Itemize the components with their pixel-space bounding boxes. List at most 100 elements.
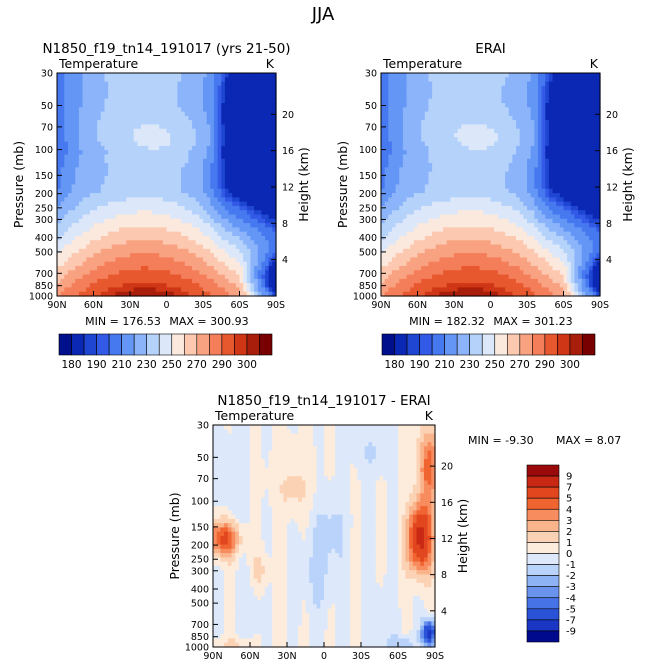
heatmap-cell: [461, 145, 466, 151]
heatmap-cell: [545, 141, 550, 147]
heatmap-cell: [126, 158, 131, 164]
heatmap-cell: [589, 115, 594, 121]
heatmap-cell: [559, 98, 565, 104]
heatmap-cell: [243, 253, 248, 259]
heatmap-cell: [552, 171, 557, 177]
heatmap-cell: [166, 98, 171, 104]
colorbar-label: 180: [62, 359, 82, 371]
heatmap-cell: [432, 98, 437, 104]
heatmap-cell: [563, 133, 568, 138]
heatmap-cell: [578, 180, 583, 186]
heatmap-cell: [232, 244, 237, 250]
heatmap-cell: [166, 107, 171, 113]
heatmap-cell: [115, 261, 120, 267]
heatmap-cell: [111, 218, 116, 224]
heatmap-cell: [246, 197, 252, 203]
heatmap-cell: [596, 103, 601, 108]
heatmap-cell: [104, 205, 109, 211]
heatmap-cell: [486, 141, 492, 147]
heatmap-cell: [435, 90, 440, 96]
heatmap-cell: [450, 137, 455, 143]
heatmap-cell: [391, 158, 397, 164]
heatmap-cell: [464, 145, 470, 151]
heatmap-cell: [402, 145, 408, 151]
heatmap-cell: [181, 150, 186, 156]
heatmap-cell: [406, 167, 411, 173]
heatmap-cell: [432, 141, 437, 147]
heatmap-cell: [508, 158, 513, 164]
heatmap-cell: [388, 163, 393, 168]
heatmap-cell: [548, 188, 554, 194]
heatmap-cell: [384, 120, 389, 126]
heatmap-cell: [246, 133, 252, 138]
heatmap-cell: [140, 133, 146, 138]
heatmap-cell: [585, 115, 590, 121]
heatmap-cell: [100, 167, 106, 173]
heatmap-cell: [567, 111, 572, 117]
heatmap-cell: [108, 107, 113, 113]
heatmap-cell: [461, 180, 466, 186]
heatmap-cell: [210, 94, 215, 100]
heatmap-cell: [184, 235, 189, 241]
heatmap-cell: [461, 73, 466, 78]
heatmap-cell: [173, 137, 179, 143]
heatmap-cell: [239, 171, 244, 177]
heatmap-cell: [464, 90, 470, 96]
heatmap-cell: [243, 81, 248, 87]
heatmap-cell: [199, 137, 204, 143]
heatmap-cell: [126, 257, 131, 263]
heatmap-cell: [210, 244, 215, 250]
heatmap-cell: [239, 223, 244, 228]
heatmap-cell: [505, 145, 510, 151]
heatmap-cell: [173, 188, 179, 194]
heatmap-cell: [246, 287, 252, 293]
heatmap-cell: [115, 171, 120, 177]
heatmap-cell: [530, 90, 535, 96]
heatmap-cell: [261, 240, 266, 246]
heatmap-cell: [57, 265, 62, 271]
heatmap-cell: [206, 163, 211, 168]
heatmap-cell: [140, 214, 146, 220]
heatmap-cell: [89, 278, 95, 284]
heatmap-cell: [483, 73, 488, 78]
heatmap-cell: [257, 120, 262, 126]
heatmap-cell: [261, 150, 266, 156]
heatmap-cell: [140, 150, 146, 156]
heatmap-cell: [162, 244, 168, 250]
heatmap-cell: [250, 124, 255, 130]
heatmap-cell: [108, 77, 113, 83]
heatmap-cell: [232, 141, 237, 147]
heatmap-cell: [391, 111, 397, 117]
heatmap-cell: [464, 124, 470, 130]
heatmap-cell: [108, 253, 113, 259]
heatmap-cell: [82, 278, 87, 284]
heatmap-cell: [530, 120, 535, 126]
heatmap-cell: [144, 261, 149, 267]
heatmap-cell: [203, 158, 208, 164]
heatmap-cell: [381, 128, 386, 134]
heatmap-cell: [443, 98, 448, 104]
heatmap-cell: [232, 248, 237, 254]
heatmap-cell: [468, 193, 473, 198]
heatmap-cell: [137, 223, 142, 228]
heatmap-cell: [432, 171, 437, 177]
heatmap-cell: [519, 175, 524, 181]
heatmap-cell: [497, 137, 503, 143]
heatmap-cell: [435, 163, 440, 168]
heatmap-cell: [184, 283, 189, 289]
heatmap-cell: [446, 133, 451, 138]
heatmap-cell: [64, 115, 69, 121]
heatmap-cell: [67, 193, 73, 198]
heatmap-cell: [122, 90, 127, 96]
heatmap-cell: [140, 265, 146, 271]
heatmap-cell: [581, 107, 586, 113]
heatmap-cell: [140, 141, 146, 147]
heatmap-cell: [395, 77, 400, 83]
heatmap-cell: [108, 287, 113, 293]
heatmap-cell: [78, 163, 84, 168]
heatmap-cell: [203, 120, 208, 126]
heatmap-cell: [126, 274, 131, 280]
heatmap-cell: [75, 133, 80, 138]
heatmap-cell: [388, 81, 393, 87]
heatmap-cell: [537, 98, 543, 104]
